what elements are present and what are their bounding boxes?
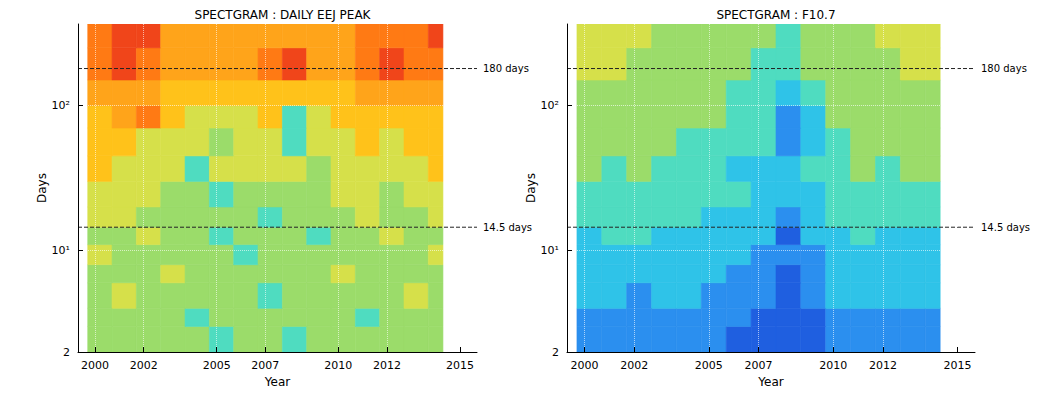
svg-text:2000: 2000 <box>81 359 109 372</box>
svg-text:2005: 2005 <box>695 359 723 372</box>
svg-text:Days: Days <box>524 173 538 203</box>
svg-text:2015: 2015 <box>446 359 474 372</box>
svg-text:10¹: 10¹ <box>52 244 70 257</box>
svg-text:2015: 2015 <box>944 359 972 372</box>
svg-text:10¹: 10¹ <box>541 244 559 257</box>
svg-text:14.5 days: 14.5 days <box>483 222 532 233</box>
svg-text:SPECTGRAM : DAILY EEJ PEAK: SPECTGRAM : DAILY EEJ PEAK <box>195 8 372 22</box>
svg-text:SPECTGRAM : F10.7: SPECTGRAM : F10.7 <box>716 8 835 22</box>
svg-text:2012: 2012 <box>373 359 401 372</box>
svg-text:2007: 2007 <box>251 359 279 372</box>
svg-text:10²: 10² <box>52 99 70 112</box>
svg-text:180 days: 180 days <box>483 63 529 74</box>
svg-text:180 days: 180 days <box>981 63 1027 74</box>
svg-text:14.5 days: 14.5 days <box>981 222 1030 233</box>
svg-text:2012: 2012 <box>869 359 897 372</box>
svg-text:2010: 2010 <box>324 359 352 372</box>
svg-text:2005: 2005 <box>203 359 231 372</box>
svg-text:2: 2 <box>63 346 70 359</box>
svg-text:2000: 2000 <box>570 359 598 372</box>
svg-text:Year: Year <box>757 375 783 389</box>
svg-text:2007: 2007 <box>745 359 773 372</box>
svg-text:2002: 2002 <box>620 359 648 372</box>
svg-text:Year: Year <box>264 375 290 389</box>
svg-text:10²: 10² <box>541 99 559 112</box>
svg-text:2002: 2002 <box>130 359 158 372</box>
svg-text:Days: Days <box>35 173 49 203</box>
svg-text:2010: 2010 <box>819 359 847 372</box>
svg-text:2: 2 <box>552 346 559 359</box>
